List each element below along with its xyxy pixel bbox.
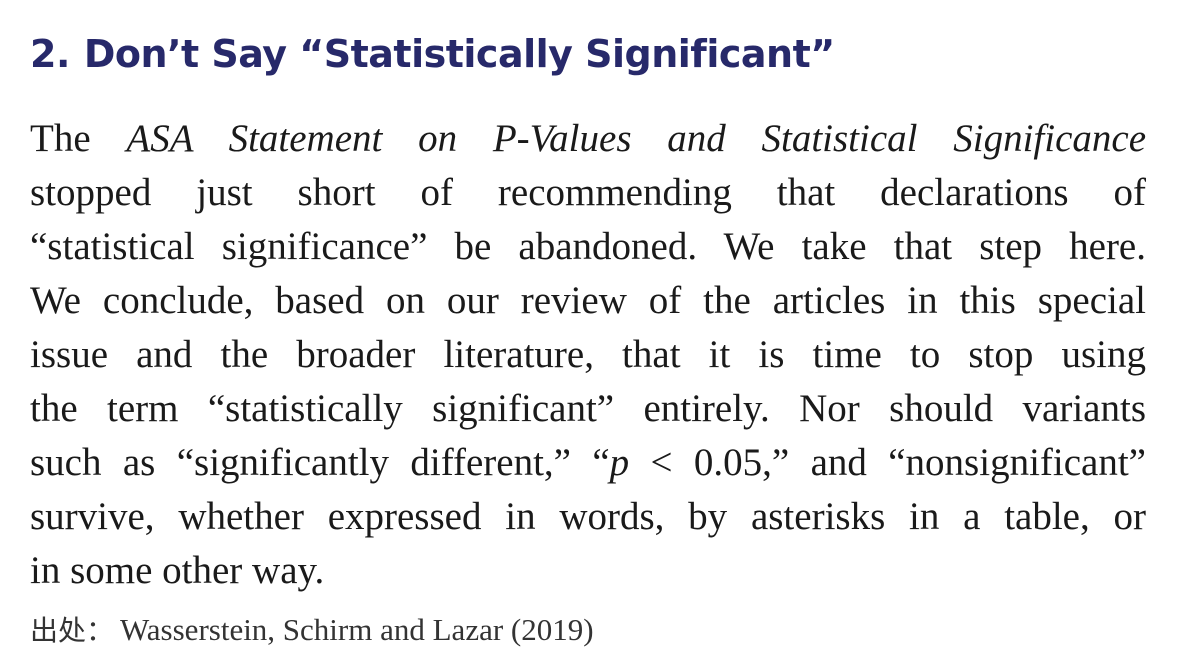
line-7-tail-text: < 0.05,” and “nonsignificant” xyxy=(629,441,1146,484)
source-label: 出处： xyxy=(30,614,115,647)
paragraph-line-2: stopped just short of recommending that … xyxy=(30,171,1146,214)
paragraph-line-3: “statistical significance” be abandoned.… xyxy=(30,225,1146,268)
body-paragraph: The ASA Statement on P-Values and Statis… xyxy=(30,112,1146,598)
asa-statement-title: ASA Statement on P-Values and Statistica… xyxy=(126,117,1147,160)
section-number: 2. xyxy=(30,32,70,76)
paragraph-line-4: We conclude, based on our review of the … xyxy=(30,279,1146,322)
source-reference: Wasserstein, Schirm and Lazar (2019) xyxy=(120,612,594,647)
line-7-lead-text: such as “significantly different,” “ xyxy=(30,441,610,484)
paragraph-line-1: The ASA Statement on P-Values and Statis… xyxy=(30,112,1146,166)
source-citation: 出处： Wasserstein, Schirm and Lazar (2019) xyxy=(30,610,594,651)
p-value-symbol: p xyxy=(609,441,630,484)
paragraph-line-9: in some other way. xyxy=(30,549,325,592)
section-title: Don’t Say “Statistically Significant” xyxy=(83,32,835,76)
paragraph-line-8: survive, whether expressed in words, by … xyxy=(30,495,1146,538)
paragraph-line-6: the term “statistically significant” ent… xyxy=(30,387,1146,430)
paragraph-line-7: such as “significantly different,” “p < … xyxy=(30,436,1146,490)
line-1-lead-text: The xyxy=(30,117,91,160)
section-heading: 2. Don’t Say “Statistically Significant” xyxy=(30,24,835,84)
paragraph-line-5: issue and the broader literature, that i… xyxy=(30,333,1146,376)
